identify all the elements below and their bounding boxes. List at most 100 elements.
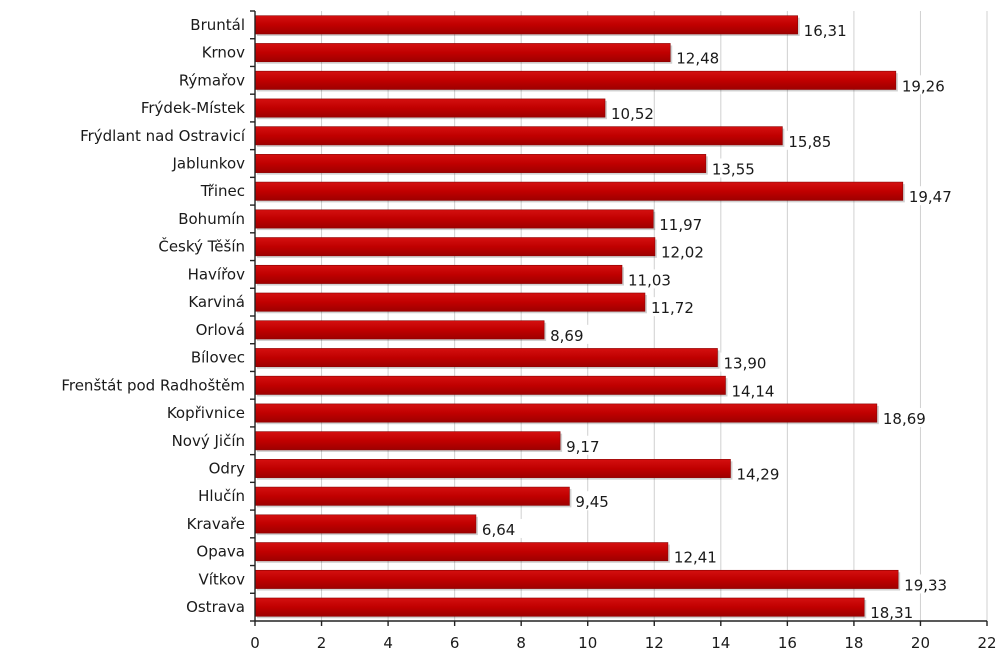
value-label-background	[673, 47, 718, 67]
bar	[254, 348, 718, 368]
bar	[254, 292, 646, 312]
category-label: Vítkov	[198, 570, 245, 588]
value-label: 9,17	[566, 438, 599, 456]
value-label: 8,69	[550, 327, 583, 345]
value-label-background	[563, 435, 608, 455]
value-label: 12,41	[674, 549, 717, 567]
value-label: 15,85	[788, 133, 831, 151]
value-label: 13,90	[723, 355, 766, 373]
x-tick-label: 0	[250, 634, 260, 652]
value-label: 10,52	[611, 105, 654, 123]
value-label: 9,45	[575, 493, 608, 511]
value-label-background	[670, 546, 715, 566]
bar	[254, 126, 783, 146]
value-label: 14,14	[731, 382, 774, 400]
value-label: 19,33	[904, 576, 947, 594]
value-label-background	[478, 518, 523, 538]
x-tick-label: 6	[450, 634, 460, 652]
value-label: 11,97	[659, 216, 702, 234]
category-label: Kopřivnice	[167, 404, 245, 422]
category-label: Český Těšín	[158, 237, 245, 256]
value-label-background	[898, 75, 943, 95]
value-label: 11,72	[651, 299, 694, 317]
category-label: Opava	[196, 543, 245, 561]
value-label: 12,48	[676, 50, 719, 68]
x-tick-label: 8	[516, 634, 526, 652]
value-label-background	[647, 297, 692, 317]
x-tick-label: 12	[645, 634, 664, 652]
bar	[254, 375, 726, 395]
category-label: Odry	[209, 460, 245, 478]
bar	[254, 597, 865, 617]
bar	[254, 403, 878, 423]
value-label-background	[867, 602, 912, 622]
value-label: 11,03	[628, 271, 671, 289]
value-label: 18,31	[870, 604, 913, 622]
value-label-background	[656, 213, 701, 233]
value-label-background	[547, 324, 592, 344]
value-label: 19,26	[902, 77, 945, 95]
value-label: 19,47	[909, 188, 952, 206]
category-label: Jablunkov	[171, 155, 245, 173]
value-label-background	[879, 408, 924, 428]
bar	[254, 181, 904, 201]
x-tick-label: 18	[844, 634, 863, 652]
x-tick-label: 10	[578, 634, 597, 652]
value-label-background	[905, 186, 950, 206]
bar	[254, 514, 477, 534]
category-label: Krnov	[202, 44, 245, 62]
value-label-background	[728, 380, 773, 400]
value-label-background	[624, 269, 669, 289]
value-label: 18,69	[883, 410, 926, 428]
category-label: Ostrava	[186, 598, 245, 616]
bar	[254, 43, 671, 63]
bar	[254, 15, 798, 35]
bar	[254, 542, 669, 562]
value-label: 6,64	[482, 521, 515, 539]
x-tick-label: 22	[977, 634, 996, 652]
category-label: Frýdek-Místek	[141, 99, 245, 117]
x-tick-label: 20	[911, 634, 930, 652]
value-label: 12,02	[661, 244, 704, 262]
category-label: Orlová	[196, 321, 245, 339]
value-label: 13,55	[712, 161, 755, 179]
value-label: 14,29	[736, 466, 779, 484]
category-label: Bílovec	[191, 349, 245, 367]
bar	[254, 237, 656, 257]
category-label: Frenštát pod Radhoštěm	[61, 376, 245, 394]
value-label-background	[785, 130, 830, 150]
value-label-background	[800, 19, 845, 39]
category-label: Rýmařov	[179, 71, 245, 89]
value-label-background	[720, 352, 765, 372]
category-label: Frýdlant nad Ostravicí	[80, 127, 246, 145]
category-label: Třinec	[200, 182, 245, 200]
bar	[254, 431, 561, 451]
category-label: Bohumín	[178, 210, 245, 228]
bar	[254, 486, 570, 506]
value-label-background	[708, 158, 753, 178]
x-tick-label: 16	[778, 634, 797, 652]
bar	[254, 209, 654, 229]
bar	[254, 320, 545, 340]
category-label: Karviná	[188, 293, 245, 311]
value-label-background	[733, 463, 778, 483]
x-tick-label: 14	[711, 634, 730, 652]
value-label: 16,31	[804, 22, 847, 40]
category-label: Bruntál	[190, 16, 245, 34]
bar	[254, 264, 623, 284]
value-label-background	[572, 491, 617, 511]
bar	[254, 154, 707, 173]
category-label: Hlučín	[198, 487, 245, 505]
category-label: Havířov	[188, 265, 246, 283]
bar	[254, 70, 897, 90]
bar	[254, 459, 731, 478]
x-tick-label: 2	[317, 634, 327, 652]
category-label: Nový Jičín	[172, 432, 245, 450]
value-label-background	[608, 103, 653, 123]
bar	[254, 98, 606, 118]
value-label-background	[657, 241, 702, 261]
value-label-background	[901, 574, 946, 594]
category-label: Kravaře	[187, 515, 245, 533]
